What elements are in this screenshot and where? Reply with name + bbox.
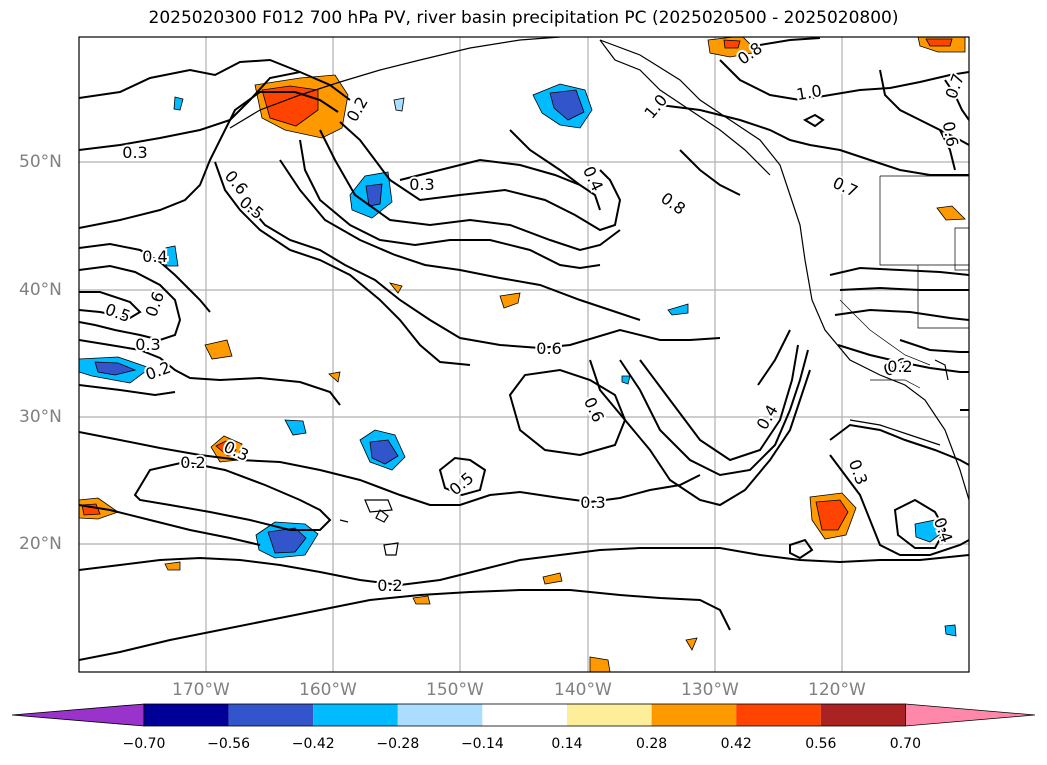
contour-label: 0.2 [143, 358, 173, 385]
colorbar-frame [143, 703, 906, 727]
colorbar-tick-label: 0.70 [889, 736, 921, 752]
contour-label: 0.2 [377, 576, 402, 595]
colorbar-tick-label: 0.56 [805, 736, 837, 752]
lon-label: 140°W [554, 680, 612, 700]
contour-label: 0.3 [845, 457, 872, 487]
lon-label: 150°W [426, 680, 484, 700]
colorbar-tick-label: −0.70 [122, 736, 166, 752]
precip-negative-blobs [79, 83, 957, 637]
contour-label: 0.3 [122, 143, 147, 162]
colorbar-bin [736, 704, 821, 726]
lat-label: 30°N [19, 407, 62, 427]
contour-label: 0.6 [142, 289, 169, 319]
pv-contours [79, 37, 969, 661]
lat-label: 20°N [19, 534, 62, 554]
contour-label: 0.4 [579, 163, 607, 194]
contour-label: 0.3 [409, 175, 434, 194]
contour-label: 0.5 [236, 192, 268, 223]
contour-label: 0.8 [657, 188, 689, 218]
lon-label: 170°W [172, 680, 230, 700]
lon-label: 160°W [299, 680, 357, 700]
contour-label: 0.3 [580, 493, 605, 512]
colorbar-bin [651, 704, 737, 726]
lat-label: 50°N [19, 152, 62, 172]
colorbar-tick-label: −0.56 [207, 736, 251, 752]
contour-label: 0.7 [830, 173, 861, 201]
coastlines [229, 37, 969, 556]
lon-label: 120°W [808, 680, 866, 700]
colorbar [11, 703, 1036, 727]
lon-label: 130°W [681, 680, 739, 700]
colorbar-bin [482, 704, 567, 726]
colorbar-bin [313, 704, 398, 726]
contour-label: 0.2 [180, 453, 205, 472]
contour-label: 0.6 [536, 339, 561, 358]
colorbar-tick-label: 0.14 [551, 736, 583, 752]
colorbar-tick-label: 0.42 [720, 736, 752, 752]
gridlines [79, 37, 969, 672]
colorbar-tick-label: 0.28 [636, 736, 668, 752]
colorbar-bin [144, 704, 229, 726]
colorbar-bin [820, 704, 906, 726]
contour-label: 0.5 [103, 300, 133, 327]
contour-label: 0.3 [135, 335, 160, 354]
contour-label: 0.6 [580, 394, 608, 425]
contour-label: 0.4 [930, 515, 957, 545]
contour-label: 0.2 [887, 357, 912, 376]
contour-label: 1.0 [640, 91, 671, 123]
colorbar-tick-label: −0.14 [460, 736, 504, 752]
colorbar-bin [397, 704, 483, 726]
contour-label: 0.6 [939, 120, 962, 148]
colorbar-tick-label: −0.28 [376, 736, 420, 752]
colorbar-max-extend [905, 703, 1036, 727]
colorbar-min-extend [11, 703, 145, 727]
map-frame [78, 36, 970, 673]
colorbar-tick-label: −0.42 [291, 736, 335, 752]
colorbar-bin [567, 704, 652, 726]
map-title: 2025020300 F012 700 hPa PV, river basin … [148, 8, 899, 28]
precip-positive-blobs [79, 37, 966, 672]
contour-label: 1.0 [795, 81, 823, 104]
contour-label: 0.4 [753, 401, 782, 433]
contour-label: 0.5 [446, 468, 478, 499]
contour-label: 0.4 [142, 247, 167, 266]
colorbar-bin [228, 704, 314, 726]
lat-label: 40°N [19, 280, 62, 300]
